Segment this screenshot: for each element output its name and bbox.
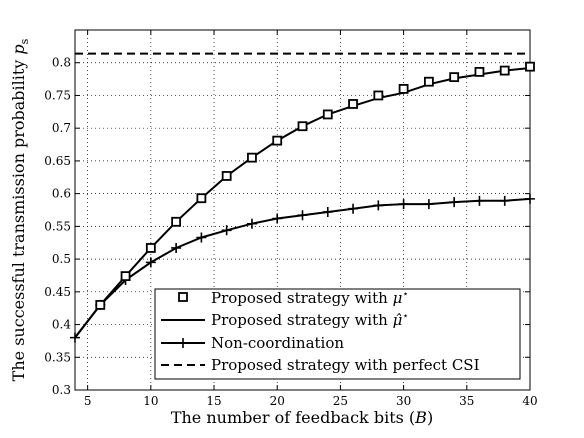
x-tick-label: 25 bbox=[333, 394, 348, 408]
square-marker bbox=[373, 90, 384, 101]
y-tick-label: 0.55 bbox=[44, 219, 71, 233]
y-tick-label: 0.45 bbox=[44, 285, 71, 299]
plus-marker bbox=[196, 232, 207, 243]
plus-marker bbox=[373, 200, 384, 211]
y-tick-label: 0.7 bbox=[52, 121, 71, 135]
y-tick-label: 0.35 bbox=[44, 350, 71, 364]
square-marker bbox=[398, 84, 409, 94]
x-tick-label: 40 bbox=[522, 394, 537, 408]
y-tick-label: 0.6 bbox=[52, 187, 71, 201]
square-marker bbox=[221, 171, 232, 181]
legend-label-non-coordination: Non-coordination bbox=[211, 334, 344, 352]
legend-entry-mu-star: Proposed strategy with μ⋆ bbox=[178, 289, 409, 307]
y-tick-label: 0.5 bbox=[52, 252, 71, 266]
y-tick-label: 0.8 bbox=[52, 56, 71, 70]
square-marker bbox=[145, 243, 156, 253]
plus-marker bbox=[272, 213, 283, 224]
legend-entry-non-coordination: Non-coordination bbox=[161, 334, 344, 352]
square-marker bbox=[423, 76, 434, 87]
plus-marker bbox=[322, 206, 333, 217]
x-tick-label: 30 bbox=[396, 394, 411, 408]
x-tick-label: 10 bbox=[143, 394, 158, 408]
square-marker bbox=[499, 65, 510, 76]
legend-label-mu-hat-star: Proposed strategy with μ̂⋆ bbox=[211, 311, 409, 329]
legend-label-perfect-csi: Proposed strategy with perfect CSI bbox=[211, 356, 480, 374]
y-tick-label: 0.75 bbox=[44, 88, 71, 102]
plus-marker bbox=[449, 197, 460, 208]
plot-frame bbox=[74, 29, 531, 391]
plus-marker bbox=[348, 203, 359, 214]
square-marker bbox=[525, 61, 535, 72]
square-marker bbox=[348, 99, 358, 109]
plus-marker bbox=[423, 199, 434, 210]
legend-plus-marker bbox=[178, 338, 188, 348]
y-tick-label: 0.65 bbox=[44, 154, 71, 168]
plus-marker bbox=[221, 225, 232, 236]
square-marker bbox=[196, 193, 207, 204]
plus-marker bbox=[474, 195, 485, 206]
plus-marker bbox=[525, 193, 535, 204]
plus-marker bbox=[145, 257, 156, 268]
axis-ticks: 5 10 15 20 25 30 35 40 0.3 0.35 0.4 0.45 0.5 0.55 0.6 0… bbox=[44, 30, 538, 408]
y-tick-label: 0.3 bbox=[52, 383, 71, 397]
legend: Proposed strategy with μ⋆ Proposed strat… bbox=[154, 288, 521, 380]
plus-marker bbox=[398, 199, 409, 210]
plus-marker bbox=[499, 195, 510, 206]
series-layer bbox=[70, 52, 535, 343]
x-tick-label: 35 bbox=[459, 394, 474, 408]
plus-marker bbox=[70, 332, 80, 343]
square-marker bbox=[297, 121, 308, 132]
plus-marker bbox=[171, 242, 182, 253]
square-marker bbox=[272, 135, 283, 146]
square-marker bbox=[95, 300, 106, 310]
legend-entry-perfect-csi: Proposed strategy with perfect CSI bbox=[161, 356, 480, 374]
plus-marker bbox=[297, 210, 308, 221]
square-marker bbox=[171, 216, 182, 227]
square-marker bbox=[247, 152, 257, 163]
square-marker bbox=[322, 109, 333, 120]
y-tick-label: 0.4 bbox=[52, 318, 71, 332]
legend-entry-mu-hat-star: Proposed strategy with μ̂⋆ bbox=[161, 311, 409, 329]
x-axis-label: The number of feedback bits (B) bbox=[171, 408, 433, 427]
square-marker bbox=[120, 271, 131, 282]
y-axis-label: The successful transmission probability … bbox=[9, 38, 31, 381]
x-tick-label: 5 bbox=[84, 394, 92, 408]
x-tick-label: 15 bbox=[206, 394, 221, 408]
legend-label-mu-star: Proposed strategy with μ⋆ bbox=[211, 289, 409, 307]
square-marker bbox=[474, 66, 485, 77]
legend-box bbox=[154, 288, 521, 380]
legend-square-marker bbox=[178, 292, 188, 302]
x-tick-label: 20 bbox=[270, 394, 285, 408]
square-marker bbox=[449, 72, 460, 83]
plus-marker bbox=[246, 218, 257, 229]
